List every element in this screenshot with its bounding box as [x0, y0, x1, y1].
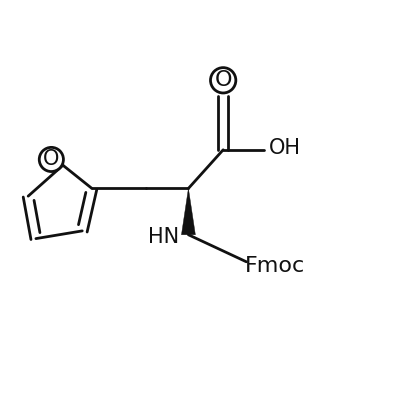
Text: OH: OH — [269, 138, 301, 158]
Text: Fmoc: Fmoc — [245, 256, 306, 276]
Text: O: O — [214, 70, 232, 90]
Text: HN: HN — [148, 227, 179, 247]
Polygon shape — [182, 188, 195, 235]
Text: O: O — [43, 150, 60, 170]
